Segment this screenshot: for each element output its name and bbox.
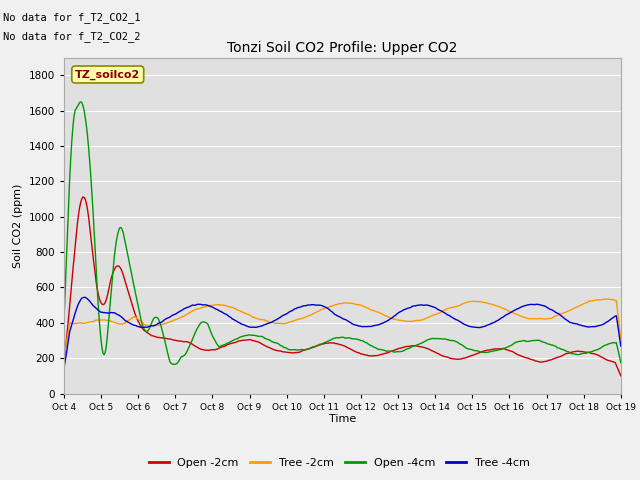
Y-axis label: Soil CO2 (ppm): Soil CO2 (ppm): [13, 183, 23, 268]
Text: No data for f_T2_CO2_1: No data for f_T2_CO2_1: [3, 12, 141, 23]
Title: Tonzi Soil CO2 Profile: Upper CO2: Tonzi Soil CO2 Profile: Upper CO2: [227, 41, 458, 55]
Text: TZ_soilco2: TZ_soilco2: [75, 70, 140, 80]
Text: No data for f_T2_CO2_2: No data for f_T2_CO2_2: [3, 31, 141, 42]
X-axis label: Time: Time: [329, 414, 356, 424]
Legend: Open -2cm, Tree -2cm, Open -4cm, Tree -4cm: Open -2cm, Tree -2cm, Open -4cm, Tree -4…: [144, 453, 534, 472]
